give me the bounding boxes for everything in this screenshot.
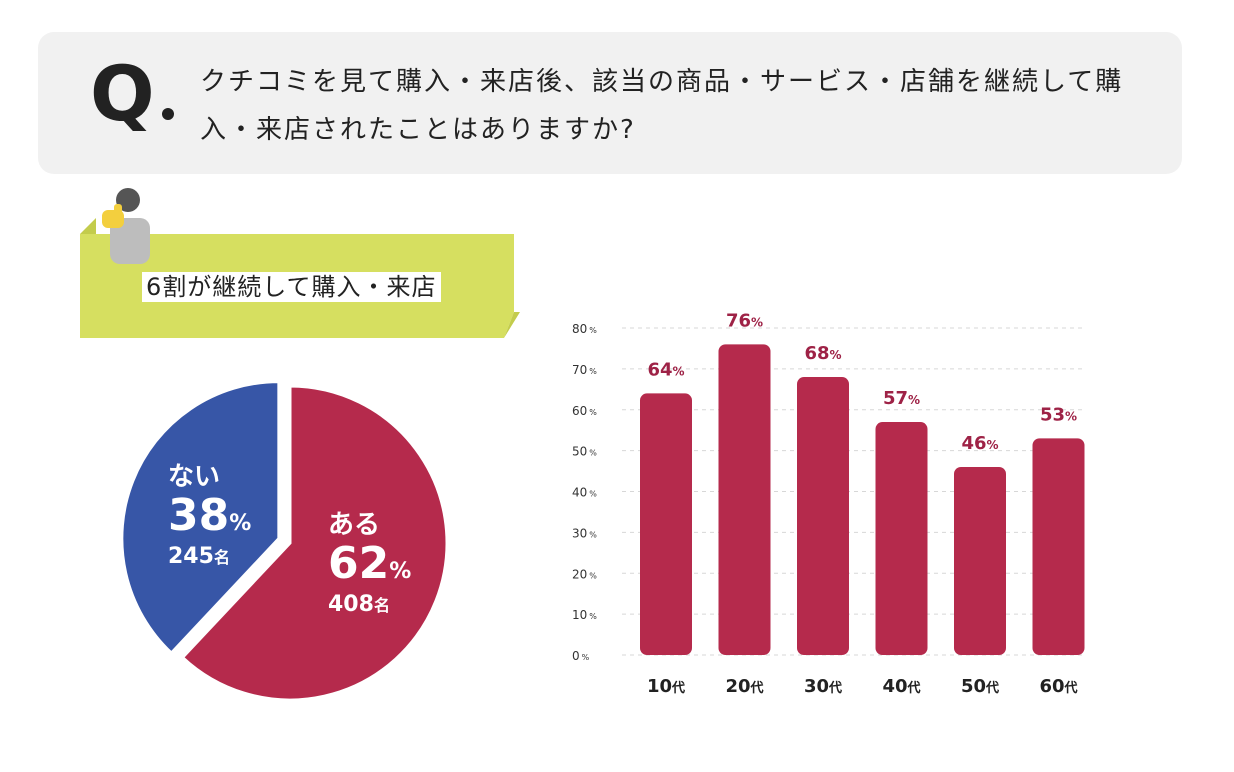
pie-slice-yes: [180, 384, 449, 702]
y-tick-label: 80%: [572, 322, 597, 336]
pie-label-yes-percent: 62%: [328, 542, 411, 586]
question-mark: Q: [90, 49, 155, 138]
bar-40代: [875, 422, 928, 655]
pie-label-yes-count: 408名: [328, 594, 411, 616]
question-dot: [162, 108, 174, 120]
person-thumbs-up-icon: [102, 188, 150, 264]
pie-label-yes-count-unit: 名: [373, 596, 390, 615]
x-tick-label: 50代: [961, 676, 999, 697]
x-tick-label: 60代: [1039, 676, 1077, 697]
question-box: Q クチコミを見て購入・来店後、該当の商品・サービス・店舗を継続して購入・来店さ…: [38, 32, 1182, 174]
y-tick-label: 0%: [572, 649, 590, 663]
bar-value-label: 68%: [804, 343, 841, 364]
bar-60代: [1032, 438, 1085, 655]
pie-label-no-word: ない: [168, 462, 221, 492]
y-tick-label: 50%: [572, 445, 597, 459]
banner-fold: [80, 218, 96, 234]
pie-label-yes-percent-value: 62: [328, 538, 390, 589]
y-tick-label: 70%: [572, 363, 597, 377]
pie-slice-no: [120, 380, 281, 656]
pie-label-no-percent-unit: %: [229, 511, 252, 536]
x-tick-label: 30代: [804, 676, 842, 697]
pie-label-no: ない 38% 245名: [168, 464, 251, 568]
pie-label-no-percent-value: 38: [168, 490, 230, 541]
bar-20代: [718, 344, 771, 655]
pie-label-yes-count-value: 408: [328, 592, 374, 617]
pie-label-yes: ある 62% 408名: [328, 512, 411, 616]
summary-banner: 6割が継続して購入・来店: [76, 186, 521, 342]
pie-label-no-count-unit: 名: [213, 548, 230, 567]
pie-label-yes-word: ある: [328, 510, 381, 540]
bar-value-label: 64%: [647, 359, 684, 380]
y-tick-label: 40%: [572, 486, 597, 500]
pie-chart: [120, 380, 449, 702]
bar-50代: [954, 466, 1006, 655]
y-tick-label: 60%: [572, 404, 597, 418]
bar-value-label: 57%: [883, 388, 920, 409]
pie-label-no-percent: 38%: [168, 494, 251, 538]
bar-chart: 0 % 10 % 20 % 30 % 40 % 50 % 60 % 70 % 80 % 64% 10代 76% 20代 68…: [572, 310, 1085, 697]
y-tick-label: 10%: [572, 608, 597, 622]
banner-text: 6割が継続して購入・来店: [142, 272, 441, 302]
x-tick-label: 40代: [882, 676, 920, 697]
x-tick-label: 20代: [725, 676, 763, 697]
pie-label-no-count: 245名: [168, 546, 251, 568]
pie-label-no-count-value: 245: [168, 544, 214, 569]
bar-value-label: 46%: [961, 433, 998, 454]
y-tick-label: 20%: [572, 567, 597, 581]
bar-value-label: 53%: [1040, 404, 1077, 425]
banner-corner: [504, 312, 520, 338]
question-text: クチコミを見て購入・来店後、該当の商品・サービス・店舗を継続して購入・来店された…: [200, 67, 1124, 145]
y-tick-label: 30%: [572, 526, 597, 540]
bar-30代: [797, 377, 849, 655]
bar-10代: [640, 393, 692, 655]
bar-value-label: 76%: [726, 310, 763, 331]
x-tick-label: 10代: [647, 676, 685, 697]
pie-label-yes-percent-unit: %: [389, 559, 412, 584]
